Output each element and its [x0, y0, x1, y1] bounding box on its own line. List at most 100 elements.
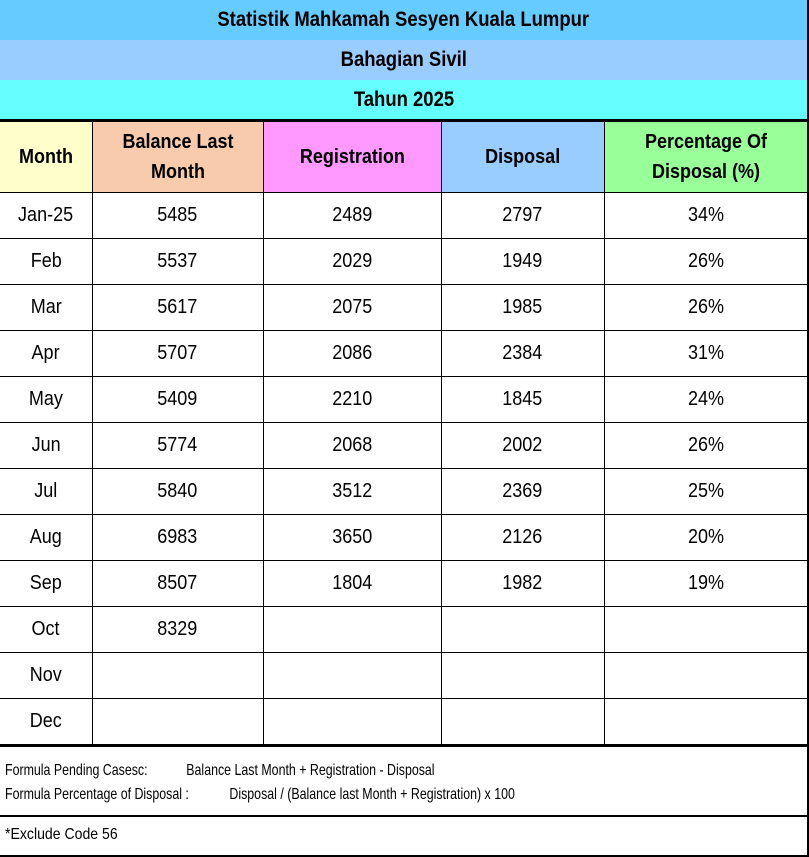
cell-registration: 3650 — [262, 514, 442, 561]
percentage-of-disposal-value: 26% — [687, 296, 724, 318]
disposal-value: 2002 — [502, 434, 543, 456]
cell-registration: 3512 — [262, 468, 442, 515]
cell-percentage-of-disposal — [603, 698, 807, 745]
registration-value: 3650 — [331, 526, 373, 548]
cell-balance-last-month — [91, 652, 264, 699]
registration-value: 2086 — [331, 342, 373, 364]
month-value: Jul — [34, 480, 58, 502]
formula-percentage-line: Formula Percentage of Disposal : Disposa… — [5, 783, 807, 807]
cell-month: May — [0, 376, 93, 423]
balance-last-month-value: 5537 — [157, 250, 198, 272]
disposal-value: 2797 — [502, 204, 543, 226]
cell-percentage-of-disposal: 24% — [603, 376, 807, 423]
balance-last-month-value: 5707 — [157, 342, 198, 364]
registration-value: 2068 — [331, 434, 373, 456]
month-value: Nov — [29, 664, 62, 686]
cell-month: Jun — [0, 422, 93, 469]
cell-disposal: 2126 — [440, 514, 605, 561]
disposal-value: 2384 — [502, 342, 543, 364]
table-body: Jan-25 5485 2489 2797 34% Feb 5537 2029 1949 26% M… — [0, 192, 807, 745]
table-row: Jan-25 5485 2489 2797 34% — [0, 192, 807, 239]
header-disposal: Disposal — [440, 121, 605, 193]
cell-percentage-of-disposal — [603, 652, 807, 699]
month-value: Aug — [29, 526, 62, 548]
balance-last-month-value: 5774 — [157, 434, 198, 456]
cell-percentage-of-disposal: 20% — [603, 514, 807, 561]
balance-last-month-value: 5840 — [157, 480, 198, 502]
cell-disposal — [440, 652, 605, 699]
cell-balance-last-month: 8329 — [91, 606, 264, 653]
cell-percentage-of-disposal: 25% — [603, 468, 807, 515]
header-balance-last-month: Balance Last Month — [91, 121, 264, 193]
percentage-of-disposal-value: 26% — [687, 434, 724, 456]
subtitle: Bahagian Sivil — [340, 48, 467, 71]
disposal-value: 1949 — [502, 250, 543, 272]
percentage-of-disposal-value: 24% — [687, 388, 724, 410]
table-row: Dec — [0, 698, 807, 745]
disposal-value: 1845 — [502, 388, 543, 410]
cell-balance-last-month — [91, 698, 264, 745]
cell-month: Feb — [0, 238, 93, 285]
month-value: Dec — [29, 710, 62, 732]
cell-registration: 2068 — [262, 422, 442, 469]
title-band: Statistik Mahkamah Sesyen Kuala Lumpur — [0, 0, 807, 40]
header-row: Month Balance Last Month Registration Di… — [0, 121, 807, 193]
disposal-value: 1982 — [502, 572, 543, 594]
year: Tahun 2025 — [353, 88, 454, 111]
cell-percentage-of-disposal — [603, 606, 807, 653]
cell-month: Mar — [0, 284, 93, 331]
cell-balance-last-month: 5774 — [91, 422, 264, 469]
registration-value: 3512 — [331, 480, 373, 502]
percentage-of-disposal-value: 34% — [687, 204, 724, 226]
cell-balance-last-month: 6983 — [91, 514, 264, 561]
cell-disposal: 2369 — [440, 468, 605, 515]
formula-pending-label: Formula Pending Casesc: — [5, 762, 148, 779]
exclusion-note: *Exclude Code 56 — [5, 826, 118, 843]
cell-registration: 2075 — [262, 284, 442, 331]
cell-balance-last-month: 5537 — [91, 238, 264, 285]
cell-percentage-of-disposal: 26% — [603, 422, 807, 469]
statistics-table: Month Balance Last Month Registration Di… — [0, 121, 807, 745]
cell-disposal: 1982 — [440, 560, 605, 607]
cell-disposal: 1985 — [440, 284, 605, 331]
balance-last-month-value: 8507 — [157, 572, 198, 594]
cell-percentage-of-disposal: 26% — [603, 238, 807, 285]
month-value: Feb — [30, 250, 62, 272]
cell-month: Oct — [0, 606, 93, 653]
table-row: Sep 8507 1804 1982 19% — [0, 560, 807, 607]
cell-balance-last-month: 5485 — [91, 192, 264, 239]
table-row: Jun 5774 2068 2002 26% — [0, 422, 807, 469]
balance-last-month-value: 8329 — [157, 618, 198, 640]
cell-disposal: 2002 — [440, 422, 605, 469]
percentage-of-disposal-value: 31% — [687, 342, 724, 364]
balance-last-month-value: 5485 — [157, 204, 198, 226]
balance-last-month-value: 6983 — [157, 526, 198, 548]
cell-balance-last-month: 5840 — [91, 468, 264, 515]
cell-percentage-of-disposal: 26% — [603, 284, 807, 331]
cell-month: Sep — [0, 560, 93, 607]
cell-month: Dec — [0, 698, 93, 745]
table-row: Apr 5707 2086 2384 31% — [0, 330, 807, 377]
exclusion-note-row: *Exclude Code 56 — [0, 815, 807, 855]
formula-percentage: Disposal / (Balance last Month + Registr… — [229, 786, 516, 803]
formula-percentage-label: Formula Percentage of Disposal : — [5, 786, 189, 803]
cell-month: Aug — [0, 514, 93, 561]
header-registration: Registration — [262, 121, 442, 193]
cell-registration: 1804 — [262, 560, 442, 607]
cell-disposal — [440, 606, 605, 653]
percentage-of-disposal-value: 19% — [687, 572, 724, 594]
month-value: Sep — [29, 572, 62, 594]
year-band: Tahun 2025 — [0, 80, 807, 121]
cell-balance-last-month: 8507 — [91, 560, 264, 607]
cell-balance-last-month: 5617 — [91, 284, 264, 331]
balance-last-month-value: 5617 — [157, 296, 198, 318]
registration-value: 2489 — [331, 204, 373, 226]
cell-registration — [262, 698, 442, 745]
month-value: Jun — [31, 434, 61, 456]
percentage-of-disposal-value: 26% — [687, 250, 724, 272]
registration-value: 1804 — [331, 572, 373, 594]
cell-percentage-of-disposal: 19% — [603, 560, 807, 607]
formula-notes: Formula Pending Casesc: Balance Last Mon… — [0, 745, 807, 815]
subtitle-band: Bahagian Sivil — [0, 40, 807, 80]
